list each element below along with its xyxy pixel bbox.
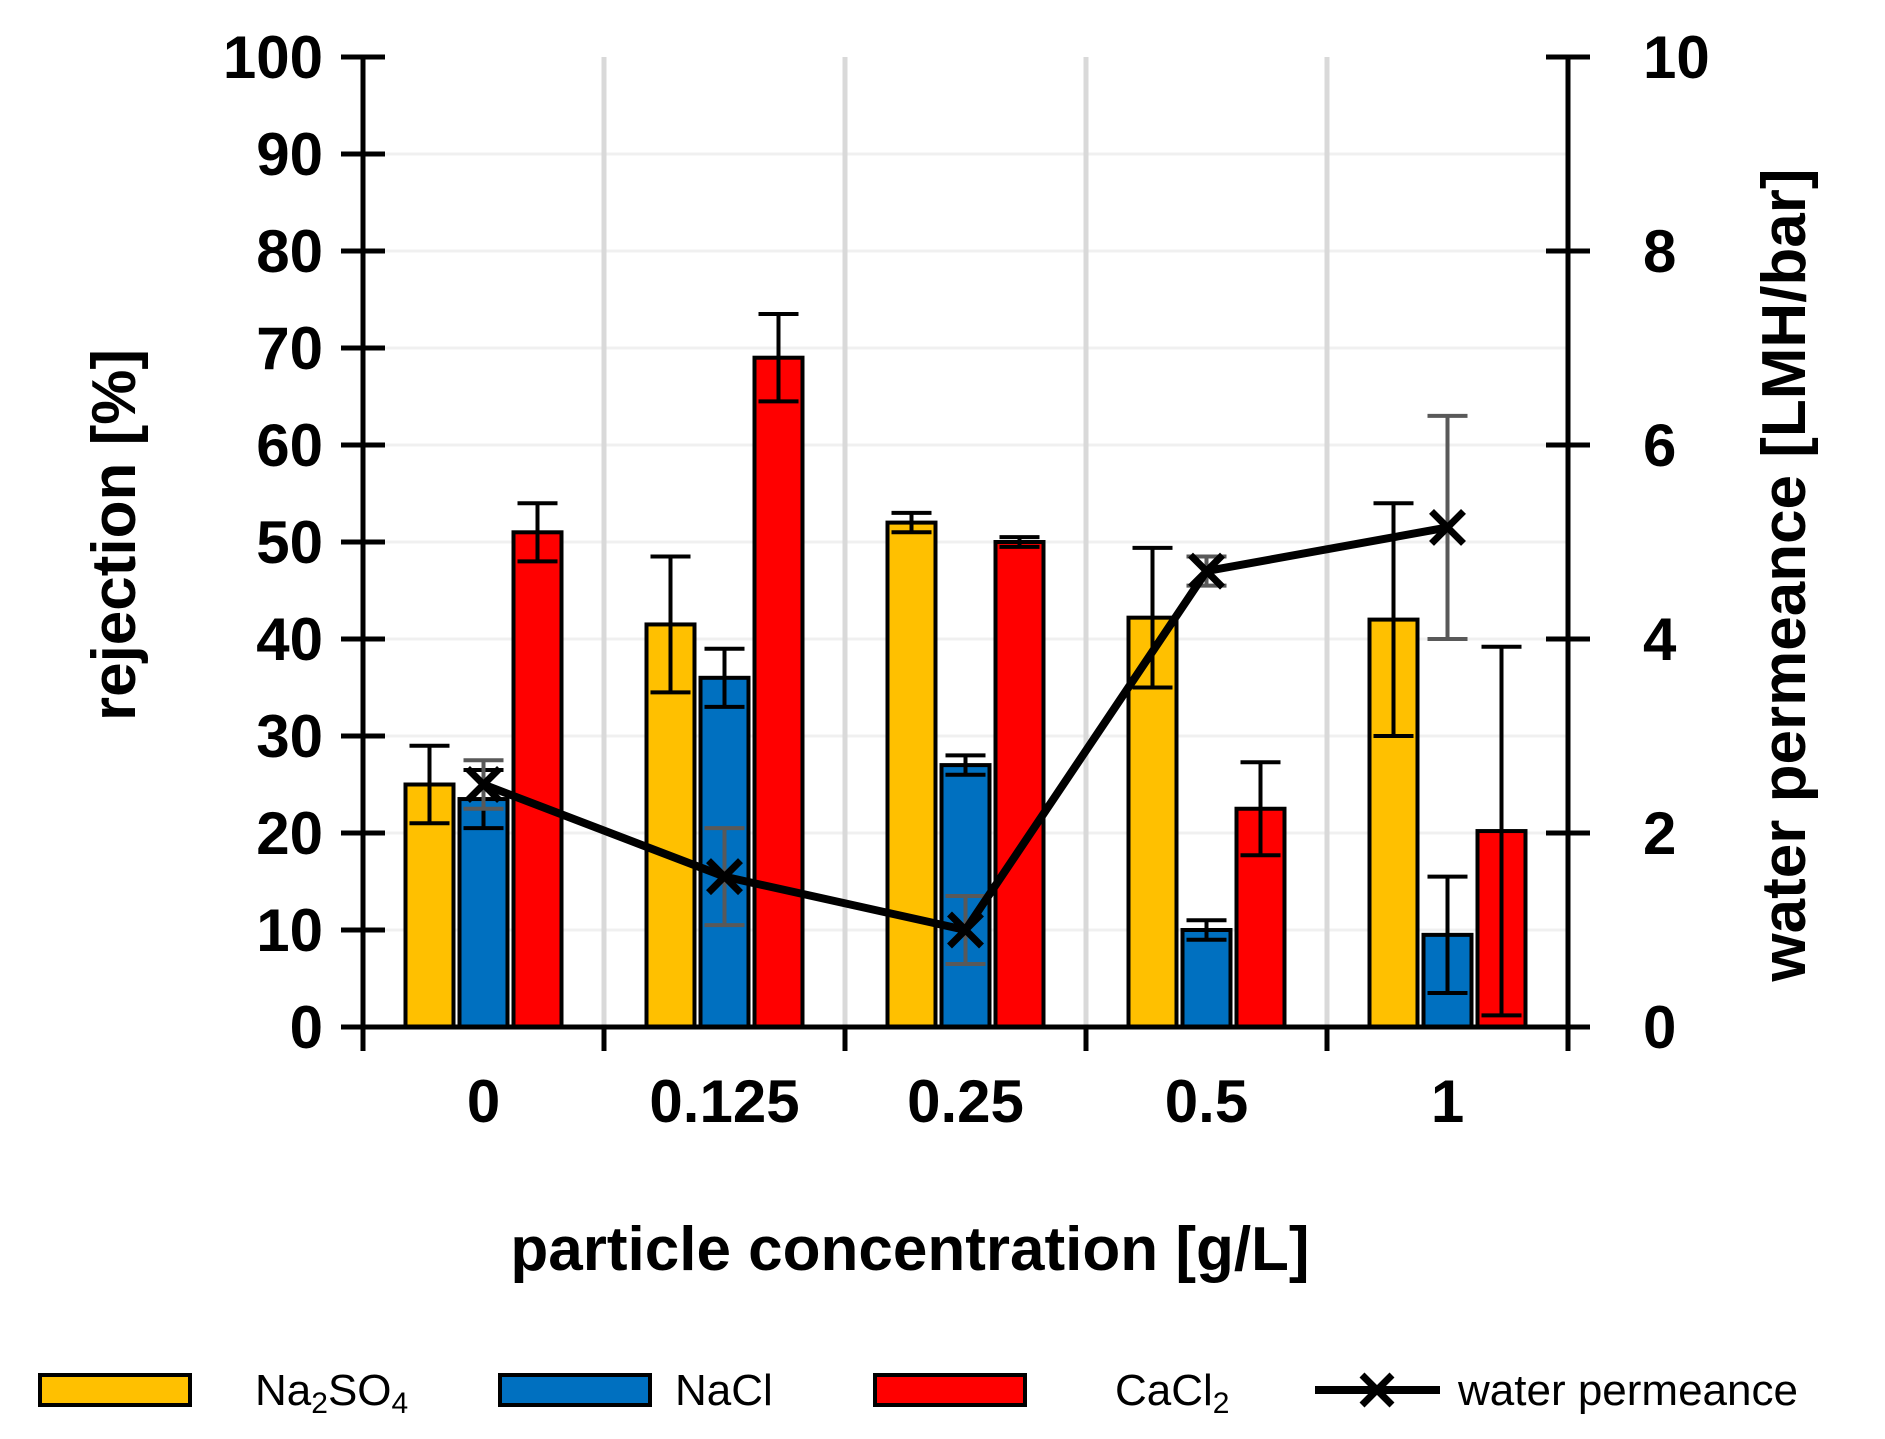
legend-label-na2so4: Na2SO4	[255, 1366, 408, 1420]
x-tick-label: 0.25	[907, 1068, 1024, 1135]
y-axis-title: rejection [%]	[80, 349, 149, 721]
legend-text: Na	[255, 1366, 312, 1415]
y-axis-right-title: water permeance [LMH/bar]	[1750, 168, 1819, 982]
bar-cacl2-2	[993, 540, 1046, 1029]
y-right-tick-label: 0	[1643, 994, 1676, 1061]
permeance-point	[947, 911, 984, 949]
gridlines	[363, 57, 1568, 1027]
bar-cacl2-1	[752, 355, 805, 1029]
y-tick-label: 70	[256, 315, 323, 382]
legend-text: NaCl	[675, 1366, 773, 1415]
legend-swatch-cacl2	[873, 1373, 1027, 1407]
legend-swatch-nacl	[498, 1373, 652, 1407]
y-right-tick-label: 4	[1643, 606, 1677, 673]
legend-subscript: 4	[392, 1387, 409, 1420]
y-tick-label: 0	[290, 994, 323, 1061]
permeance-point	[1429, 508, 1466, 546]
legend-text: CaCl	[1115, 1366, 1213, 1415]
y-tick-label: 20	[256, 800, 323, 867]
y-tick-label: 80	[256, 218, 323, 285]
permeance-point	[706, 858, 743, 896]
permeance-point	[1188, 552, 1225, 590]
legend-label-nacl: NaCl	[675, 1366, 773, 1415]
line-series	[463, 413, 1468, 966]
y-tick-label: 50	[256, 509, 323, 576]
y-tick-label: 60	[256, 412, 323, 479]
bar-nacl-0	[457, 797, 510, 1029]
bar-cacl2-0	[511, 530, 564, 1029]
legend-subscript: 2	[311, 1387, 328, 1420]
y-tick-label: 10	[256, 897, 323, 964]
x-tick-label: 1	[1431, 1068, 1464, 1135]
legend-text: SO	[328, 1366, 392, 1415]
x-axis-title: particle concentration [g/L]	[510, 1215, 1309, 1284]
y-right-tick-label: 6	[1643, 412, 1676, 479]
bar-nacl-3	[1180, 928, 1233, 1029]
x-tick-label: 0.125	[649, 1068, 799, 1135]
bar-na2so4-2	[885, 520, 938, 1029]
legend-swatch-na2so4	[38, 1373, 192, 1407]
y-right-tick-label: 8	[1643, 218, 1676, 285]
y-tick-label: 90	[256, 121, 323, 188]
y-tick-label: 100	[223, 24, 323, 91]
legend: Na2SO4 NaCl CaCl2 water permeance	[38, 1366, 1798, 1420]
y-right-tick-label: 2	[1643, 800, 1676, 867]
y-tick-label: 40	[256, 606, 323, 673]
permeance-point	[465, 766, 502, 803]
x-tick-label: 0	[467, 1068, 500, 1135]
legend-label-cacl2: CaCl2	[1115, 1366, 1229, 1420]
y-right-tick-label: 10	[1643, 24, 1710, 91]
x-tick-label: 0.5	[1165, 1068, 1248, 1135]
bars	[403, 312, 1528, 1029]
y-tick-label: 30	[256, 703, 323, 770]
legend-subscript: 2	[1213, 1387, 1230, 1420]
legend-line-marker	[1359, 1372, 1395, 1408]
legend-label-water-permeance: water permeance	[1457, 1366, 1798, 1415]
